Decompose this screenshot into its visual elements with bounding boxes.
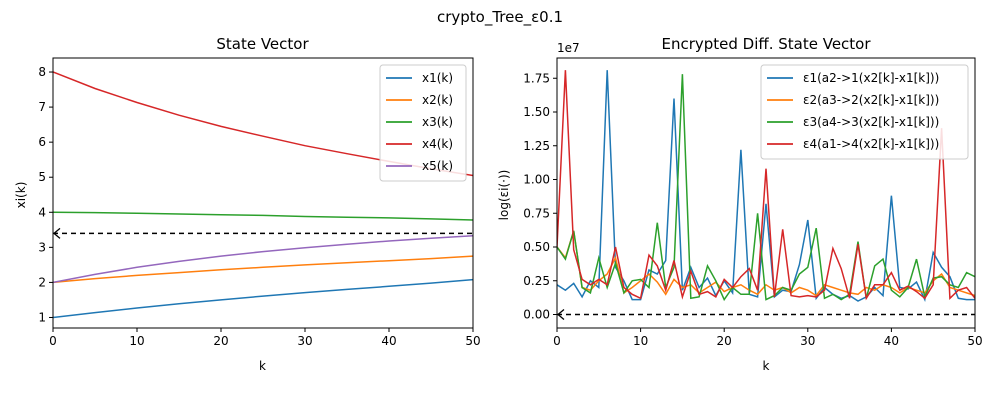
x-tick-label: 20 [717, 334, 732, 348]
series-line-2 [53, 255, 473, 284]
y-tick-label: 0.50 [523, 240, 550, 254]
legend: ε1(a2->1(x2[k]-x1[k])) ε2(a3->2(x2[k]-x1[… [760, 64, 969, 160]
x-tick-label: 10 [129, 334, 144, 348]
reference-marker [52, 227, 61, 239]
legend-label-1: ε1(a2->1(x2[k]-x1[k])) [803, 71, 939, 85]
y-tick-label: 0.00 [523, 308, 550, 322]
legend: x1(k) x2(k) x3(k) x4(k) x5(k) [379, 64, 467, 182]
legend-label-2: x2(k) [422, 93, 453, 107]
y-tick-label: 1.25 [523, 139, 550, 153]
legend-box [379, 64, 467, 182]
plot-area [557, 70, 975, 316]
y-tick-label: 1.75 [523, 71, 550, 85]
x-tick-label: 20 [213, 334, 228, 348]
y-axis-label: log(εi(·)) [497, 170, 511, 221]
x-axis-label: k [259, 359, 266, 373]
chart-title: State Vector [216, 35, 309, 53]
series-line-2 [557, 230, 975, 297]
legend-label-4: ε4(a1->4(x2[k]-x1[k])) [803, 137, 939, 151]
legend-label-4: x4(k) [422, 137, 453, 151]
reference-marker [556, 309, 565, 320]
y-tick-label: 0.75 [523, 206, 550, 220]
y-tick-label: 0.25 [523, 274, 550, 288]
chart-encrypted-diff: Encrypted Diff. State Vector k log(εi(·)… [497, 35, 983, 373]
legend-label-3: x3(k) [422, 115, 453, 129]
x-tick-label: 50 [465, 334, 480, 348]
series-line-1 [53, 278, 473, 319]
y-tick-label: 6 [38, 135, 46, 149]
x-axis-label: k [763, 359, 770, 373]
y-tick-label: 2 [38, 275, 46, 289]
y-axis-scale-label: 1e7 [557, 41, 580, 55]
y-tick-label: 1.00 [523, 173, 550, 187]
x-tick-label: 10 [633, 334, 648, 348]
plot-area [53, 71, 473, 319]
y-axis-label: xi(k) [14, 182, 28, 209]
figure-suptitle: crypto_Tree_ε0.1 [437, 8, 563, 27]
y-tick-label: 1 [38, 310, 46, 324]
x-tick-label: 0 [49, 334, 57, 348]
y-tick-label: 3 [38, 240, 46, 254]
x-tick-label: 50 [967, 334, 982, 348]
plot-frame [556, 57, 976, 329]
y-tick-label: 7 [38, 100, 46, 114]
legend-label-1: x1(k) [422, 71, 453, 85]
y-tick-label: 5 [38, 170, 46, 184]
y-tick-label: 4 [38, 205, 46, 219]
x-tick-label: 40 [884, 334, 899, 348]
legend-label-3: ε3(a4->3(x2[k]-x1[k])) [803, 115, 939, 129]
chart-title: Encrypted Diff. State Vector [661, 35, 871, 53]
x-tick-label: 30 [800, 334, 815, 348]
series-line-3 [53, 211, 473, 221]
series-line-5 [53, 235, 473, 284]
y-tick-label: 8 [38, 65, 46, 79]
x-tick-label: 40 [381, 334, 396, 348]
y-tick-label: 1.50 [523, 105, 550, 119]
x-tick-label: 30 [297, 334, 312, 348]
plot-frame [52, 57, 474, 329]
chart-state-vector: State Vector k xi(k) 0 10 20 30 40 50 1 2 3 4 5 6 7 8… [14, 35, 481, 373]
legend-box [760, 64, 969, 160]
legend-label-2: ε2(a3->2(x2[k]-x1[k])) [803, 93, 939, 107]
series-line-4 [557, 70, 975, 301]
legend-label-5: x5(k) [422, 159, 453, 173]
x-tick-label: 0 [553, 334, 561, 348]
